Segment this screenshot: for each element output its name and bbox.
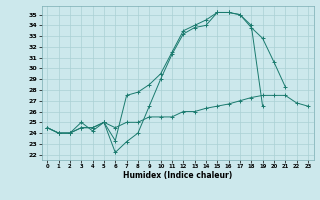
X-axis label: Humidex (Indice chaleur): Humidex (Indice chaleur) [123,171,232,180]
